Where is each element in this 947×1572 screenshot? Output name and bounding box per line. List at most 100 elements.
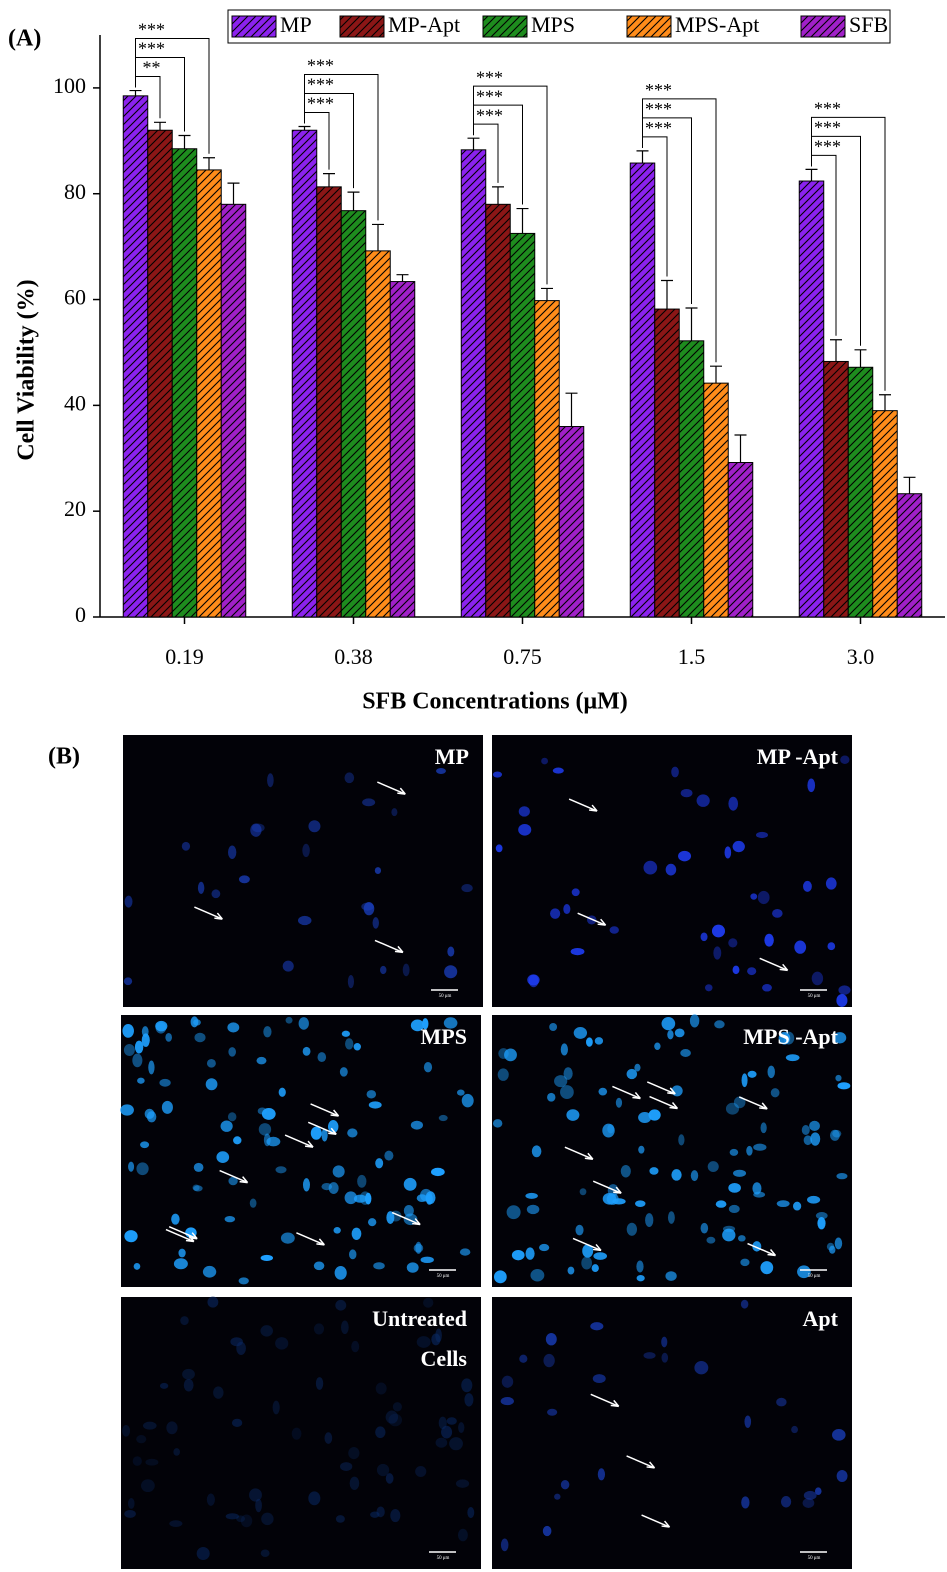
cell-nucleus	[443, 1017, 458, 1029]
cell-nucleus	[233, 1136, 242, 1145]
cell-nucleus	[581, 1256, 593, 1270]
cell-nucleus	[335, 1299, 347, 1311]
scale-bar-label: 50 μm	[808, 1556, 821, 1561]
cell-nucleus	[457, 1089, 465, 1096]
cell-nucleus	[793, 1201, 802, 1211]
cell-nucleus	[747, 967, 757, 976]
bar	[220, 203, 247, 618]
error-bar	[903, 476, 916, 494]
arrow	[572, 1237, 602, 1252]
cell-nucleus	[620, 1164, 631, 1178]
cell-nucleus	[207, 1296, 219, 1308]
cell-nucleus	[136, 1435, 147, 1444]
cell-nucleus	[711, 924, 726, 938]
cell-nucleus	[302, 1178, 310, 1192]
arrow	[568, 798, 598, 812]
cell-nucleus	[661, 1352, 669, 1363]
cell-nucleus	[310, 1126, 322, 1140]
cell-nucleus	[755, 831, 769, 839]
cell-nucleus	[333, 1227, 341, 1234]
cell-nucleus	[332, 1165, 345, 1178]
scale-bar-label: 50 μm	[437, 1556, 450, 1561]
cell-nucleus	[328, 1182, 339, 1194]
cell-nucleus	[353, 1043, 361, 1051]
cell-nucleus	[370, 1511, 380, 1518]
cell-nucleus	[737, 1235, 746, 1242]
cell-nucleus	[741, 1496, 750, 1509]
cell-nucleus	[256, 1056, 267, 1065]
cell-nucleus	[365, 1192, 372, 1205]
cell-nucleus	[674, 1028, 685, 1038]
arrow	[219, 1169, 249, 1184]
cell-nucleus	[128, 1161, 135, 1172]
cell-nucleus	[724, 846, 732, 859]
cell-nucleus	[236, 1341, 246, 1355]
cell-nucleus	[380, 965, 387, 975]
legend-swatch	[339, 15, 385, 38]
cell-nucleus	[142, 1421, 157, 1430]
y-axis-label: Cell Viability (%)	[14, 279, 40, 460]
cell-nucleus	[547, 1408, 558, 1416]
significance-label: ***	[645, 99, 672, 119]
cell-nucleus	[643, 1352, 656, 1359]
bar	[823, 360, 849, 618]
cell-nucleus	[732, 965, 740, 975]
error-bar	[830, 339, 842, 362]
cell-nucleus	[506, 1205, 521, 1220]
significance-label: ***	[645, 118, 672, 138]
cell-nucleus	[814, 1487, 822, 1496]
arrow	[194, 906, 223, 920]
cell-nucleus	[694, 1361, 709, 1375]
cell-nucleus	[173, 1258, 188, 1270]
cell-nucleus	[367, 1218, 377, 1227]
y-tick-label: 80	[64, 179, 86, 204]
cell-nucleus	[144, 1108, 155, 1120]
cell-nucleus	[797, 1265, 811, 1279]
cell-nucleus	[178, 1248, 186, 1258]
cell-nucleus	[133, 1262, 141, 1270]
cell-nucleus	[141, 1026, 149, 1038]
bar	[703, 382, 729, 618]
cell-nucleus	[238, 1277, 249, 1285]
significance-bracket	[473, 85, 548, 285]
cell-nucleus	[127, 1498, 135, 1509]
cell-nucleus	[455, 1479, 470, 1488]
cell-nucleus	[267, 773, 274, 788]
significance-bracket	[642, 98, 717, 363]
scale-bar-label: 50 μm	[439, 994, 452, 999]
cell-nucleus	[141, 1033, 150, 1047]
cell-nucleus	[159, 1382, 169, 1389]
cell-nucleus	[297, 915, 312, 926]
scale-bar-label: 50 μm	[437, 1274, 450, 1279]
cell-nucleus	[570, 947, 585, 956]
cell-nucleus	[671, 1169, 682, 1181]
cell-nucleus	[182, 1368, 195, 1380]
cell-nucleus	[810, 1132, 821, 1146]
cell-nucleus	[492, 771, 503, 778]
cell-nucleus	[648, 1109, 661, 1121]
cell-nucleus	[376, 1506, 385, 1518]
cell-nucleus	[308, 820, 321, 833]
cell-nucleus	[785, 1054, 800, 1062]
image-label: MPS -Apt	[743, 1024, 838, 1049]
cell-nucleus	[302, 1046, 311, 1056]
cell-nucleus	[321, 1128, 328, 1142]
cell-nucleus	[339, 1067, 348, 1077]
cell-nucleus	[359, 1191, 371, 1205]
cell-nucleus	[615, 1097, 623, 1108]
significance-bracket	[304, 74, 379, 221]
cell-nucleus	[334, 1266, 347, 1280]
arrow	[646, 1081, 676, 1095]
cell-nucleus	[543, 1353, 555, 1368]
cell-nucleus	[368, 1101, 382, 1109]
cell-nucleus	[169, 1520, 183, 1527]
cell-nucleus	[388, 1413, 403, 1427]
arrow	[307, 1121, 337, 1136]
cell-nucleus	[196, 1546, 210, 1560]
bar	[196, 169, 222, 618]
cell-nucleus	[836, 1172, 848, 1180]
x-axis-label: SFB Concentrations (μM)	[362, 689, 628, 715]
cell-nucleus	[347, 974, 355, 989]
cell-nucleus	[526, 1204, 540, 1215]
